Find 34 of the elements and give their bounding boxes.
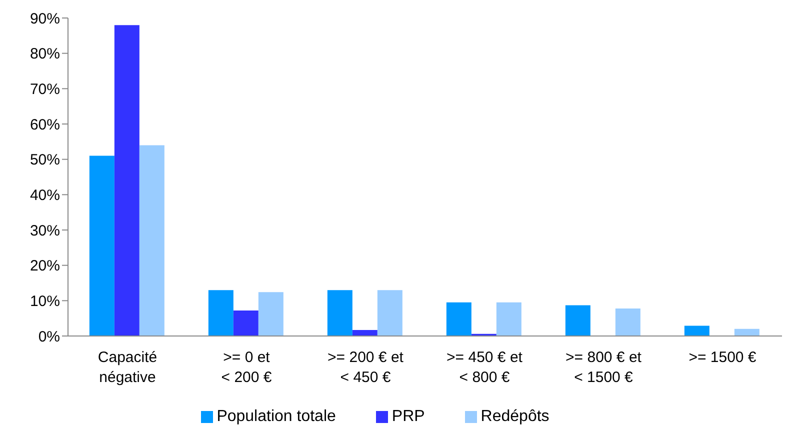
bar [233,310,258,336]
y-tick-label: 10% [30,292,60,310]
bar [446,302,472,336]
bar [114,25,140,336]
x-tick-label: >= 0 et < 200 € [221,349,272,386]
x-tick-label: >= 450 € et < 800 € [446,349,524,386]
y-tick-label: 70% [30,80,60,98]
y-tick-label: 20% [30,258,60,275]
bar [734,328,760,336]
x-tick-label: >= 200 € et < 450 € [328,349,404,386]
bar [258,292,284,336]
bar [89,156,114,336]
bar [377,290,402,336]
bar [684,326,710,336]
legend-label: Redépôts [480,408,550,425]
bar [208,290,234,336]
y-tick-label: 80% [30,46,60,63]
legend-label: PRP [392,408,425,425]
x-tick-label: >= 1500 € [688,349,757,366]
bar [327,290,352,336]
legend-label: Population totale [216,408,336,425]
x-tick-label: Capacité négative [98,349,158,386]
y-tick-label: 50% [30,152,60,169]
y-tick-label: 0% [38,328,60,346]
y-tick-label: 90% [30,10,60,28]
y-tick-label: 60% [30,116,60,134]
y-tick-label: 40% [30,186,60,204]
bar [565,305,590,336]
bar [352,330,378,336]
bar [615,308,640,336]
bar [139,145,164,336]
bar [496,302,522,336]
y-tick-label: 30% [30,222,60,240]
x-tick-label: >= 800 € et < 1500 € [566,349,642,386]
